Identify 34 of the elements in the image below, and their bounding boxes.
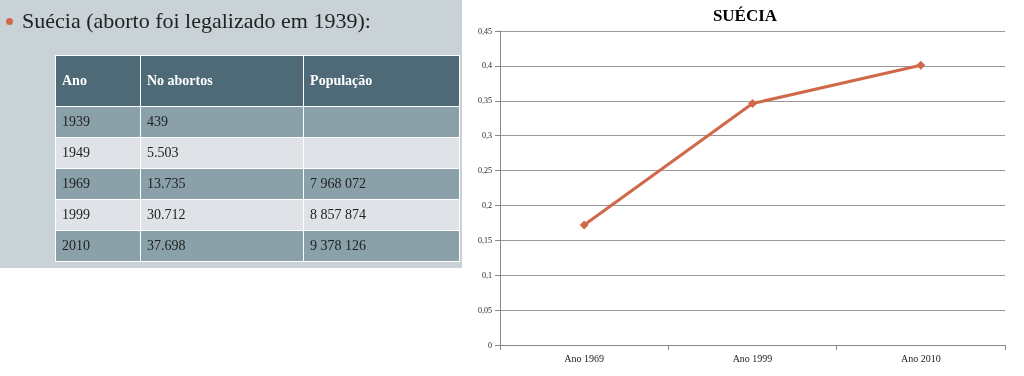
text: 9 378 126 (303, 230, 460, 262)
text: 30.712 (140, 199, 304, 231)
chart-title: SUÉCIA (712, 6, 778, 25)
text: 13.735 (140, 168, 304, 200)
text: Ano (55, 55, 141, 107)
y-tick-label: 0,15 (478, 235, 492, 245)
y-tick-label: 0,3 (482, 131, 492, 141)
text: 1999 (55, 199, 141, 231)
text: 7 968 072 (303, 168, 460, 200)
y-tick-label: 0,25 (478, 166, 492, 176)
text: No abortos (140, 55, 304, 107)
point (916, 60, 926, 70)
y-tick-label: 0,2 (482, 200, 492, 210)
text: 1969 (55, 168, 141, 200)
x-tick-label: Ano 1969 (564, 352, 605, 364)
text: 8 857 874 (303, 199, 460, 231)
text: 2010 (55, 230, 141, 262)
y-tick-label: 0,05 (478, 305, 492, 315)
text: 439 (140, 106, 304, 138)
y-tick-label: 0 (488, 340, 492, 350)
point (579, 220, 589, 230)
y-tick-label: 0,45 (478, 26, 492, 36)
text: 5.503 (140, 137, 304, 169)
y-tick-label: 0,1 (482, 270, 492, 280)
text: População (303, 55, 460, 107)
text: 37.698 (140, 230, 304, 262)
x-tick-label: Ano 2010 (900, 352, 941, 364)
y-tick-label: 0,4 (482, 61, 492, 71)
x-tick-label: Ano 1999 (732, 352, 773, 364)
text: 1939 (55, 106, 141, 138)
text: 1949 (55, 137, 141, 169)
y-tick-label: 0,35 (478, 96, 492, 106)
text: Suécia (aborto foi legalizado em 1939): (22, 8, 371, 34)
point (748, 99, 757, 109)
